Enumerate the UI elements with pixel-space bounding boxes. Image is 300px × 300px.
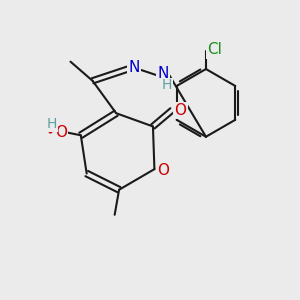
Text: N: N [158,66,169,81]
Text: O: O [174,103,186,118]
Text: H: H [47,117,57,131]
Text: Cl: Cl [207,42,222,57]
Text: N: N [129,60,140,75]
Text: O: O [157,163,169,178]
Text: O: O [55,125,67,140]
Text: H: H [162,78,172,92]
